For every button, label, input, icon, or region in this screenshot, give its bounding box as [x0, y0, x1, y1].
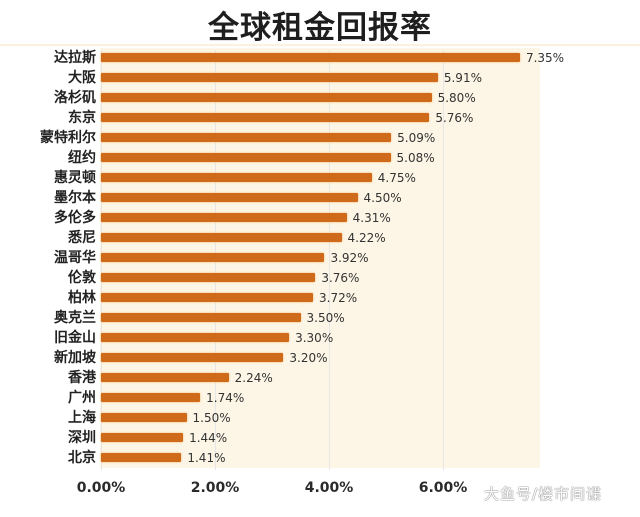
bar [101, 153, 391, 162]
value-label: 3.30% [295, 331, 334, 345]
title-divider [0, 44, 640, 46]
x-tick-label: 2.00% [190, 480, 240, 496]
row-band [100, 408, 540, 428]
bar [101, 133, 392, 142]
value-label: 3.50% [306, 311, 345, 325]
category-label: 北京 [68, 450, 96, 466]
value-label: 5.80% [437, 91, 476, 105]
bar-row: 上海 1.50% [0, 408, 640, 428]
bar [101, 353, 284, 362]
bar [101, 113, 430, 122]
category-label: 洛杉矶 [54, 90, 96, 106]
value-label: 1.41% [187, 451, 226, 465]
bar-row: 东京 5.76% [0, 108, 640, 128]
bar [101, 213, 347, 222]
bar-row: 惠灵顿 4.75% [0, 168, 640, 188]
gridline [443, 50, 444, 470]
x-tick-label: 6.00% [418, 480, 468, 496]
bar [101, 253, 325, 262]
bar [101, 413, 187, 422]
value-label: 3.92% [330, 251, 369, 265]
value-label: 4.31% [352, 211, 391, 225]
bar [101, 73, 438, 82]
bar-row: 北京 1.41% [0, 448, 640, 468]
category-label: 深圳 [68, 430, 96, 446]
value-label: 3.72% [319, 291, 358, 305]
category-label: 达拉斯 [54, 50, 96, 66]
value-label: 5.09% [397, 131, 436, 145]
bar-row: 深圳 1.44% [0, 428, 640, 448]
bar-row: 温哥华 3.92% [0, 248, 640, 268]
bar-row: 悉尼 4.22% [0, 228, 640, 248]
category-label: 柏林 [68, 290, 96, 306]
bar-row: 达拉斯 7.35% [0, 48, 640, 68]
category-label: 新加坡 [54, 350, 96, 366]
category-label: 伦敦 [68, 270, 96, 286]
bar [101, 93, 432, 102]
x-axis-ticks: 0.00% 2.00% 4.00% 6.00% [0, 480, 640, 504]
bar-row: 大阪 5.91% [0, 68, 640, 88]
chart-title: 全球租金回报率 [208, 10, 432, 46]
gridline [329, 50, 330, 470]
x-tick-label: 0.00% [76, 480, 126, 496]
bar [101, 293, 314, 302]
category-label: 纽约 [68, 150, 96, 166]
category-label: 多伦多 [54, 210, 96, 226]
bar-row: 墨尔本 4.50% [0, 188, 640, 208]
bar [101, 233, 342, 242]
value-label: 1.74% [206, 391, 245, 405]
category-label: 东京 [68, 110, 96, 126]
bar-row: 新加坡 3.20% [0, 348, 640, 368]
value-label: 1.44% [189, 431, 228, 445]
bar [101, 333, 290, 342]
bar-row: 纽约 5.08% [0, 148, 640, 168]
category-label: 广州 [68, 390, 96, 406]
bar-row: 多伦多 4.31% [0, 208, 640, 228]
bar [101, 173, 372, 182]
value-label: 7.35% [525, 51, 565, 65]
bar [101, 373, 229, 382]
value-label: 5.76% [435, 111, 474, 125]
row-band [100, 448, 540, 468]
x-tick-label: 4.00% [304, 480, 354, 496]
bar-row: 蒙特利尔 5.09% [0, 128, 640, 148]
category-label: 温哥华 [54, 250, 96, 266]
category-label: 上海 [68, 410, 96, 426]
category-label: 旧金山 [54, 330, 96, 346]
category-label: 悉尼 [68, 230, 96, 246]
bar [101, 273, 316, 282]
bar-row: 伦敦 3.76% [0, 268, 640, 288]
value-label: 2.24% [234, 371, 273, 385]
bar [101, 193, 358, 202]
row-band [100, 428, 540, 448]
bar [101, 453, 182, 462]
category-label: 蒙特利尔 [40, 130, 96, 146]
bar-row: 洛杉矶 5.80% [0, 88, 640, 108]
value-label: 1.50% [192, 411, 231, 425]
value-label: 4.75% [377, 171, 416, 185]
value-label: 5.91% [443, 71, 482, 85]
bar [101, 433, 184, 442]
category-label: 奥克兰 [54, 310, 96, 326]
bar [101, 313, 301, 322]
bar-row: 奥克兰 3.50% [0, 308, 640, 328]
watermark: 大鱼号/楼市间谍 [484, 485, 603, 503]
bar-row: 柏林 3.72% [0, 288, 640, 308]
row-band [100, 388, 540, 408]
category-label: 大阪 [68, 70, 96, 86]
bar-row: 旧金山 3.30% [0, 328, 640, 348]
value-label: 3.20% [289, 351, 328, 365]
bar-row: 香港 2.24% [0, 368, 640, 388]
bar [101, 53, 520, 62]
category-label: 墨尔本 [54, 190, 96, 206]
category-label: 香港 [68, 370, 96, 386]
value-label: 4.22% [347, 231, 386, 245]
bar [101, 393, 201, 402]
bar-row: 广州 1.74% [0, 388, 640, 408]
value-label: 4.50% [363, 191, 402, 205]
value-label: 3.76% [321, 271, 360, 285]
category-label: 惠灵顿 [54, 170, 96, 186]
value-label: 5.08% [396, 151, 435, 165]
